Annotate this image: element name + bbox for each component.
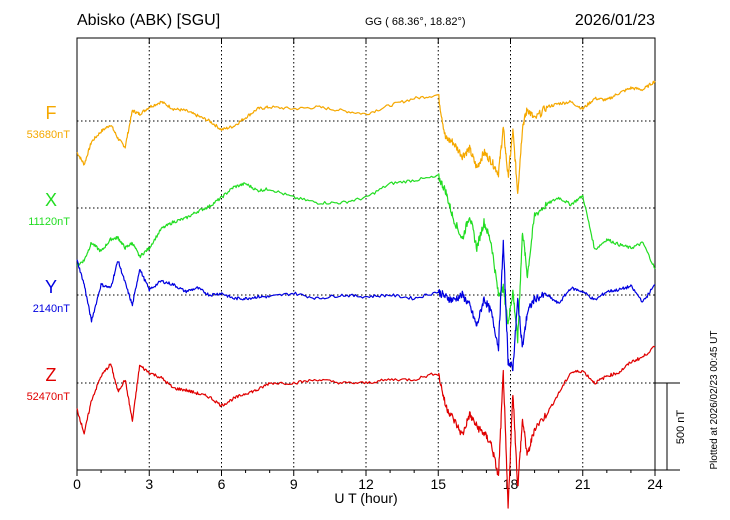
x-tick-label-1: 3 bbox=[145, 476, 153, 492]
channel-baseline-Z: 52470nT bbox=[27, 391, 71, 403]
channel-baseline-Y: 2140nT bbox=[33, 303, 71, 315]
channel-name-F: F bbox=[46, 103, 57, 123]
channel-baseline-F: 53680nT bbox=[27, 129, 71, 141]
plotted-timestamp: Plotted at 2026/02/23 00:45 UT bbox=[709, 331, 720, 470]
series-line-Y bbox=[76, 239, 656, 372]
x-tick-label-3: 9 bbox=[290, 476, 298, 492]
channel-baseline-X: 11120nT bbox=[28, 216, 70, 228]
scale-bar: 500 nT bbox=[655, 382, 687, 471]
coordinates-label: GG ( 68.36°, 18.82°) bbox=[365, 16, 466, 28]
series-group bbox=[76, 80, 656, 509]
channel-name-Z: Z bbox=[46, 365, 57, 385]
x-axis-label: U T (hour) bbox=[334, 490, 397, 506]
channel-labels: F 53680nT X 11120nT Y 2140nT Z 52470nT bbox=[27, 103, 71, 403]
series-line-F bbox=[76, 80, 656, 194]
x-tick-label-5: 15 bbox=[430, 476, 446, 492]
x-tick-label-8: 24 bbox=[647, 476, 663, 492]
scale-bar-label: 500 nT bbox=[675, 410, 687, 445]
x-tick-label-6: 18 bbox=[503, 476, 519, 492]
channel-name-X: X bbox=[45, 190, 57, 210]
station-title: Abisko (ABK) [SGU] bbox=[77, 12, 220, 29]
x-tick-label-2: 6 bbox=[218, 476, 226, 492]
x-axis-ticks: 0 3 6 9 12 15 18 21 24 bbox=[73, 38, 663, 492]
x-tick-label-0: 0 bbox=[73, 476, 81, 492]
channel-name-Y: Y bbox=[45, 277, 57, 297]
series-line-Z bbox=[76, 345, 656, 509]
x-tick-label-4: 12 bbox=[358, 476, 374, 492]
series-line-X bbox=[76, 173, 656, 344]
gridlines bbox=[77, 38, 655, 470]
x-tick-label-7: 21 bbox=[575, 476, 591, 492]
date-label: 2026/01/23 bbox=[575, 12, 655, 29]
